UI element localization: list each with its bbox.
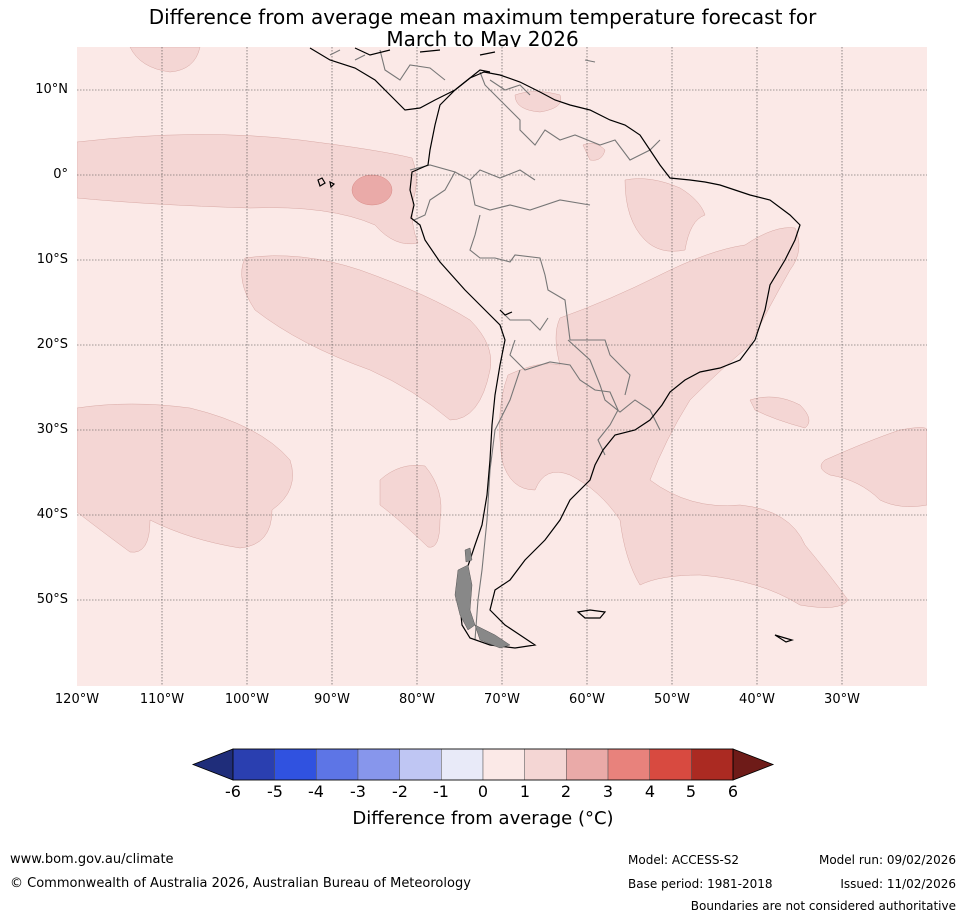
colorbar-cell <box>232 748 275 781</box>
coastlines <box>309 47 801 649</box>
anomaly-region-north-pacific <box>129 47 201 73</box>
lon-label-120w: 120°W <box>54 692 100 707</box>
anomaly-region-north-brazil-tongue <box>624 178 706 252</box>
colorbar-tick-5: 5 <box>685 782 697 801</box>
lon-label-60w: 60°W <box>569 692 605 707</box>
coastline-central-america <box>309 47 491 111</box>
colorbar-cell <box>274 748 317 781</box>
lon-label-30w: 30°W <box>824 692 860 707</box>
colorbar-tick-minus-6: -6 <box>225 782 241 801</box>
lat-label-30s: 30°S <box>36 422 68 437</box>
anomaly-region-south-pacific-west <box>77 403 293 553</box>
lon-label-50w: 50°W <box>654 692 690 707</box>
coastline-lake-titicaca <box>499 309 513 316</box>
lat-label-10s: 10°S <box>36 252 68 267</box>
lat-label-20s: 20°S <box>36 337 68 352</box>
colorbar-tick-2: 2 <box>560 782 572 801</box>
colorbar-title: Difference from average (°C) <box>352 808 614 829</box>
anomaly-1-to-2-regions <box>77 47 927 608</box>
copyright-notice: © Commonwealth of Australia 2026, Austra… <box>10 876 471 891</box>
colorbar-cell <box>441 748 484 781</box>
lon-label-90w: 90°W <box>314 692 350 707</box>
colorbar-tick-minus-2: -2 <box>392 782 408 801</box>
issued-date: Issued: 11/02/2026 <box>840 877 956 891</box>
coastline-south-georgia <box>774 634 795 643</box>
colorbar-cell <box>399 748 442 781</box>
colorbar-cell <box>691 748 734 781</box>
website-link[interactable]: www.bom.gov.au/climate <box>10 852 174 867</box>
graticule <box>77 47 927 686</box>
anomaly-region-south-atlantic-east <box>820 427 927 507</box>
anomaly-region-southeast-pacific <box>241 255 492 421</box>
model-name: Model: ACCESS-S2 <box>628 853 740 867</box>
lon-label-110w: 110°W <box>139 692 185 707</box>
colorbar-cell <box>482 748 525 781</box>
colorbar-extend-high <box>732 748 775 781</box>
model-run-date: Model run: 09/02/2026 <box>818 853 956 867</box>
colorbar-tick-minus-5: -5 <box>267 782 283 801</box>
colorbar-cell <box>357 748 400 781</box>
colorbar-cell <box>524 748 567 781</box>
chart-title-line-1: Difference from average mean maximum tem… <box>148 5 817 29</box>
lon-label-40w: 40°W <box>739 692 775 707</box>
coastline-galapagos <box>317 177 336 189</box>
lat-label-50s: 50°S <box>36 592 68 607</box>
colorbar-cell <box>649 748 692 781</box>
lat-label-0: 0° <box>53 167 68 182</box>
colorbar-tick-1: 1 <box>519 782 531 801</box>
colorbar-extend-low <box>191 748 234 781</box>
country-borders <box>329 49 661 641</box>
anomaly-region-amazon-north <box>582 143 606 161</box>
colorbar-tick-minus-3: -3 <box>350 782 366 801</box>
colorbar-tick-minus-4: -4 <box>308 782 324 801</box>
colorbar-tick-3: 3 <box>602 782 614 801</box>
colorbar-cell <box>607 748 650 781</box>
lat-label-40s: 40°S <box>36 507 68 522</box>
anomaly-region-patagonia-offshore <box>379 465 442 548</box>
coastline-caribbean-islands <box>354 47 496 56</box>
colorbar-cell <box>566 748 609 781</box>
lon-label-70w: 70°W <box>484 692 520 707</box>
chile-fjords <box>454 547 511 649</box>
lat-label-10n: 10°N <box>35 82 68 97</box>
colorbar-tick-4: 4 <box>644 782 656 801</box>
coastline-south-america <box>409 71 801 649</box>
lon-label-80w: 80°W <box>399 692 435 707</box>
base-period: Base period: 1981-2018 <box>628 877 773 891</box>
colorbar-frame <box>232 748 734 781</box>
coastline-falklands <box>576 609 607 619</box>
colorbar-tick-minus-1: -1 <box>433 782 449 801</box>
colorbar-cell <box>316 748 359 781</box>
boundaries-disclaimer: Boundaries are not considered authoritat… <box>690 899 956 913</box>
colorbar-tick-6: 6 <box>727 782 739 801</box>
anomaly-region-south-atlantic-small <box>749 396 810 429</box>
lon-label-100w: 100°W <box>224 692 270 707</box>
colorbar-tick-0: 0 <box>477 782 489 801</box>
chart-title-line-2: March to May 2026 <box>386 27 579 51</box>
